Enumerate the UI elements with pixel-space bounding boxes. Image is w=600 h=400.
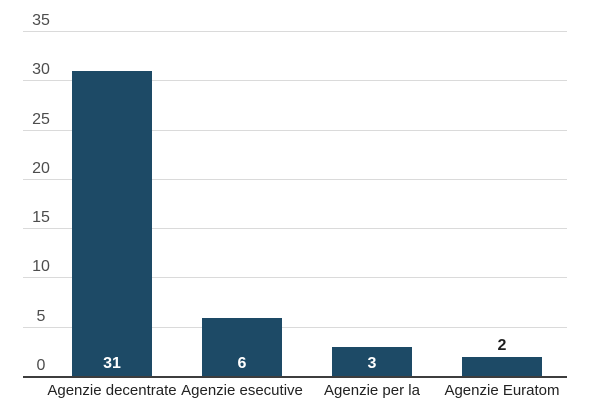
bar-slot: 3 — [307, 0, 437, 377]
bar[interactable] — [202, 318, 282, 377]
y-tick-label: 10 — [32, 258, 50, 276]
y-tick-label: 0 — [36, 357, 46, 374]
bar-slot: 31 — [47, 0, 177, 377]
bars-layer: 31 6 3 2 — [47, 0, 567, 377]
gridline — [23, 31, 567, 32]
category-label: Agenzie decentrate — [47, 382, 177, 399]
bar-value-label: 6 — [237, 355, 247, 372]
gridline — [23, 178, 567, 180]
bar-value-label: 31 — [103, 355, 121, 372]
y-tick-label: 5 — [36, 307, 46, 325]
x-axis-category-labels: Agenzie decentrate Agenzie esecutive Agenz… — [47, 382, 567, 400]
category-label: Agenzie per la — [324, 382, 420, 399]
bar[interactable] — [332, 347, 412, 377]
category-label: Agenzie Euratom — [444, 382, 560, 399]
bar[interactable] — [72, 71, 152, 377]
gridline — [23, 129, 567, 131]
bar[interactable] — [462, 357, 542, 377]
category-label: Agenzie esecutive — [181, 382, 303, 399]
y-tick-label: 15 — [32, 209, 50, 227]
y-tick-label: 35 — [32, 12, 50, 29]
x-axis-baseline — [23, 376, 567, 378]
bar-slot: 6 — [177, 0, 307, 377]
y-tick-label: 20 — [32, 159, 50, 177]
y-tick-label: 30 — [32, 61, 50, 79]
gridline — [23, 80, 567, 82]
gridline — [23, 228, 567, 230]
y-tick-label: 25 — [32, 110, 50, 128]
gridline — [23, 277, 567, 279]
bar-value-label: 2 — [497, 337, 507, 354]
gridline — [23, 326, 567, 328]
bar-slot: 2 — [437, 0, 567, 377]
bar-value-label: 3 — [367, 355, 377, 372]
